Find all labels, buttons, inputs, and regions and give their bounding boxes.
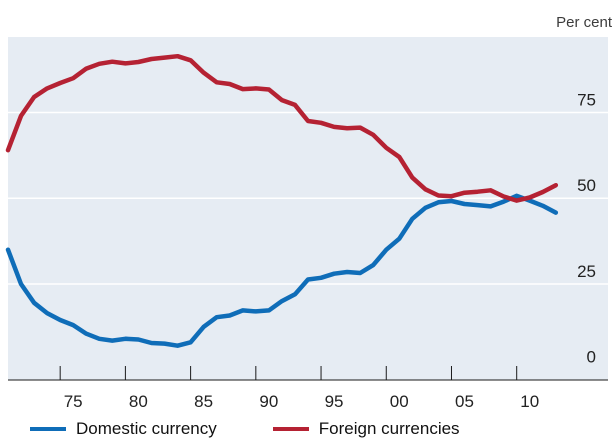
- legend-swatch-foreign: [272, 427, 309, 431]
- series-line-foreign: [5, 53, 559, 203]
- y-axis: 0 25 50 75: [577, 90, 596, 366]
- x-tick-label: 10: [520, 392, 539, 411]
- y-tick-label: 25: [577, 262, 596, 281]
- x-tick-label: 05: [455, 392, 474, 411]
- series-line-domestic: [5, 193, 559, 348]
- legend-swatch-domestic: [30, 427, 66, 431]
- y-axis-unit-label: Per cent: [556, 14, 612, 31]
- plot-area-background: [8, 37, 608, 380]
- x-tick-label: 85: [194, 392, 213, 411]
- series-lines: [5, 53, 559, 348]
- x-tick-label: 75: [64, 392, 83, 411]
- x-tick-label: 80: [129, 392, 148, 411]
- legend-item-domestic: Domestic currency: [30, 419, 217, 439]
- x-tick-label: 95: [325, 392, 344, 411]
- x-axis: 75 80 85 90 95 00 05 10: [8, 366, 608, 411]
- legend-item-foreign: Foreign currencies: [272, 419, 460, 439]
- y-tick-label: 75: [577, 90, 596, 109]
- legend-label-foreign: Foreign currencies: [318, 419, 460, 438]
- x-tick-label: 00: [390, 392, 409, 411]
- x-tick-label: 90: [259, 392, 278, 411]
- legend-label-domestic: Domestic currency: [76, 419, 217, 438]
- y-tick-label: 0: [587, 348, 596, 367]
- legend: Domestic currency Foreign currencies: [30, 418, 516, 440]
- y-tick-label: 50: [577, 176, 596, 195]
